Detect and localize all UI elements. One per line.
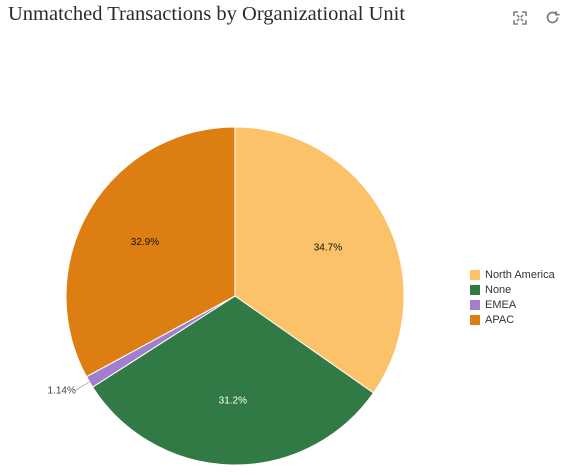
pie-slice-apac[interactable] (65, 126, 236, 378)
legend-item-apac[interactable]: APAC (470, 312, 555, 327)
legend-label-apac: APAC (485, 313, 515, 326)
pie-leader-lines (75, 381, 90, 391)
pie-label-none: 31.2% (219, 395, 247, 406)
legend-swatch-north-america (470, 269, 480, 280)
legend-label-emea: EMEA (485, 298, 517, 311)
pie-data-labels: 34.7% 31.2% 1.14% 32.9% (48, 237, 343, 406)
legend-label-none: None (485, 283, 512, 296)
legend-swatch-emea (470, 299, 480, 310)
pie-label-apac: 32.9% (131, 237, 159, 248)
legend: North America None EMEA APAC (470, 267, 555, 327)
legend-swatch-apac (470, 314, 480, 325)
legend-label-north-america: North America (485, 268, 555, 281)
legend-swatch-none (470, 284, 480, 295)
legend-item-none[interactable]: None (470, 282, 555, 297)
chart-title: Unmatched Transactions by Organizational… (8, 3, 406, 25)
pie-label-north-america: 34.7% (314, 242, 342, 253)
legend-item-north-america[interactable]: North America (470, 267, 555, 282)
pie-slices (65, 126, 405, 466)
pie-leader-emea (75, 381, 90, 391)
pie-slice-none[interactable] (91, 295, 375, 466)
legend-item-emea[interactable]: EMEA (470, 297, 555, 312)
pie-label-emea: 1.14% (48, 386, 76, 397)
pie-slice-north-america[interactable] (234, 126, 405, 394)
refresh-icon[interactable] (544, 9, 562, 27)
expand-icon[interactable] (511, 9, 529, 27)
